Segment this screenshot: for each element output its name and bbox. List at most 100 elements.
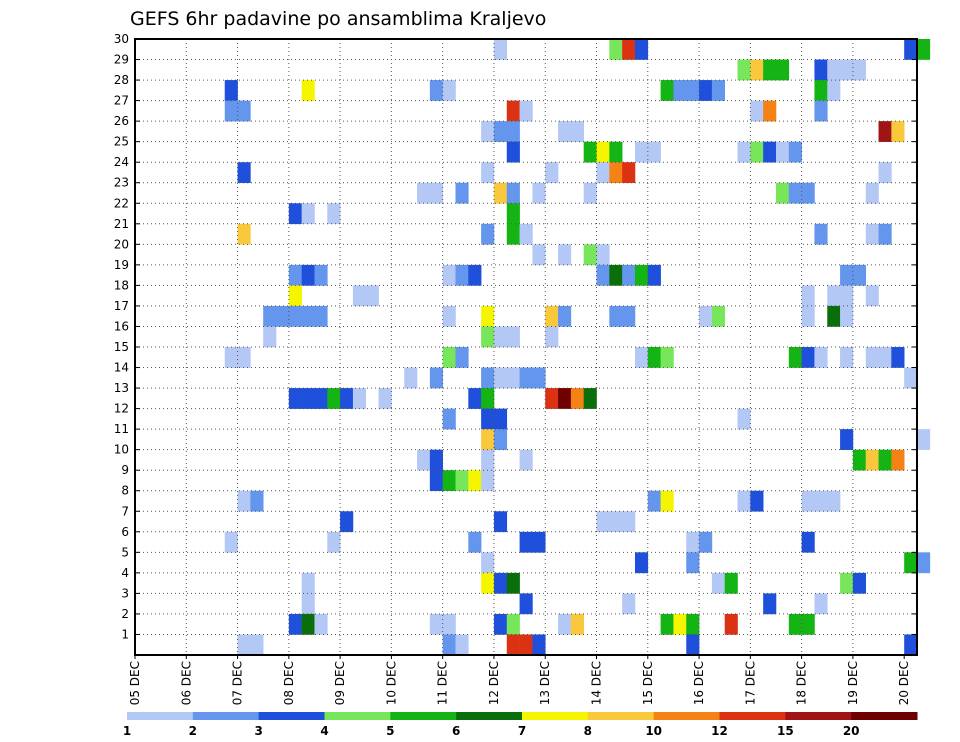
heatmap-cell xyxy=(301,305,315,327)
legend-color-swatch xyxy=(324,712,391,720)
heatmap-cell xyxy=(801,182,815,204)
heatmap-cell xyxy=(711,80,726,101)
heatmap-cell xyxy=(596,244,610,266)
heatmap-cell xyxy=(570,388,584,409)
y-tick-label: 1 xyxy=(121,627,129,641)
heatmap-cell xyxy=(442,264,456,286)
heatmap-cell xyxy=(288,285,302,307)
heatmap-cell xyxy=(814,490,828,512)
heatmap-cell xyxy=(750,59,764,81)
heatmap-cell xyxy=(506,121,520,142)
heatmap-cell xyxy=(506,613,520,635)
heatmap-cell xyxy=(763,593,777,615)
heatmap-cell xyxy=(493,367,508,389)
axis-ticks xyxy=(134,38,917,659)
heatmap-cell xyxy=(609,39,623,60)
heatmap-cell xyxy=(352,285,367,307)
chart-title: GEFS 6hr padavine po ansamblima Kraljevo xyxy=(130,8,546,30)
heatmap-cell xyxy=(814,100,828,122)
legend-color-swatch xyxy=(587,712,655,720)
heatmap-cell xyxy=(775,141,790,163)
heatmap-cell xyxy=(840,429,854,450)
heatmap-cell xyxy=(647,347,661,368)
x-tick-label: 06 DEC xyxy=(179,661,193,705)
heatmap-cell xyxy=(634,347,649,368)
heatmap-cell xyxy=(327,531,341,553)
x-tick-label: 18 DEC xyxy=(795,661,809,705)
heatmap-cell xyxy=(301,572,315,594)
x-tick-label: 09 DEC xyxy=(333,661,347,705)
heatmap-cell xyxy=(455,264,469,286)
y-tick-label: 29 xyxy=(114,53,129,67)
heatmap-cell xyxy=(532,182,546,204)
heatmap-cell xyxy=(737,59,751,81)
heatmap-cell xyxy=(827,490,841,512)
legend-color-swatch xyxy=(522,712,589,720)
legend-label: 20 xyxy=(843,724,860,738)
heatmap-cell xyxy=(481,305,495,327)
y-tick-label: 23 xyxy=(114,176,129,190)
heatmap-cell xyxy=(429,80,443,101)
heatmap-cell xyxy=(891,347,905,368)
heatmap-cell xyxy=(429,470,443,492)
heatmap-cell xyxy=(699,80,713,101)
x-tick-label: 14 DEC xyxy=(590,661,604,705)
heatmap-cell xyxy=(404,367,418,389)
heatmap-cell xyxy=(865,223,879,245)
heatmap-cell xyxy=(442,470,456,492)
heatmap-cell xyxy=(622,511,636,533)
heatmap-cell xyxy=(737,141,751,163)
heatmap-cell xyxy=(609,305,623,327)
heatmap-cell xyxy=(455,347,469,368)
heatmap-cell xyxy=(340,388,354,409)
heatmap-cell xyxy=(686,80,700,101)
heatmap-cell xyxy=(288,613,302,635)
heatmap-cell xyxy=(493,182,508,204)
heatmap-cell xyxy=(609,141,623,163)
heatmap-cell xyxy=(506,203,520,225)
heatmap-cell xyxy=(788,613,802,635)
heatmap-cell xyxy=(814,593,828,615)
heatmap-cell xyxy=(506,326,520,348)
legend-label: 5 xyxy=(386,724,394,738)
x-tick-label: 12 DEC xyxy=(487,661,501,705)
heatmap-cell xyxy=(852,572,867,594)
heatmap-cell xyxy=(596,511,610,533)
heatmap-cell xyxy=(558,613,572,635)
heatmap-cell xyxy=(622,162,636,184)
x-tick-label: 05 DEC xyxy=(128,661,142,705)
heatmap-cell xyxy=(417,449,431,471)
legend-color-swatch xyxy=(192,712,260,720)
heatmap-cell xyxy=(827,59,841,81)
legend-color-swatch xyxy=(390,712,457,720)
x-tick-label: 10 DEC xyxy=(384,661,398,705)
y-tick-label: 11 xyxy=(114,422,129,436)
y-tick-label: 27 xyxy=(114,94,129,108)
heatmap-cell xyxy=(840,285,854,307)
heatmap-cell xyxy=(750,141,764,163)
heatmap-cell xyxy=(506,572,520,594)
heatmap-cell xyxy=(429,613,443,635)
y-tick-label: 3 xyxy=(121,586,129,600)
x-tick-label: 16 DEC xyxy=(692,661,706,705)
y-tick-label: 8 xyxy=(121,484,129,498)
heatmap-cell xyxy=(801,613,815,635)
heatmap-cell xyxy=(481,326,495,348)
heatmap-cell xyxy=(224,80,238,101)
heatmap-cell xyxy=(532,244,546,266)
heatmap-cell xyxy=(314,264,328,286)
legend-label: 3 xyxy=(254,724,262,738)
heatmap-cell xyxy=(519,634,533,656)
y-tick-label: 18 xyxy=(114,278,129,292)
heatmap-cell xyxy=(493,613,508,635)
heatmap-cell xyxy=(865,182,879,204)
heatmap-cell xyxy=(660,347,674,368)
x-tick-label: 15 DEC xyxy=(641,661,655,705)
heatmap-cell xyxy=(686,531,700,553)
heatmap-cell xyxy=(250,490,264,512)
heatmap-cell xyxy=(878,449,892,471)
heatmap-cell xyxy=(558,121,572,142)
legend-label: 4 xyxy=(320,724,328,738)
y-tick-label: 19 xyxy=(114,258,129,272)
heatmap-cell xyxy=(442,80,456,101)
